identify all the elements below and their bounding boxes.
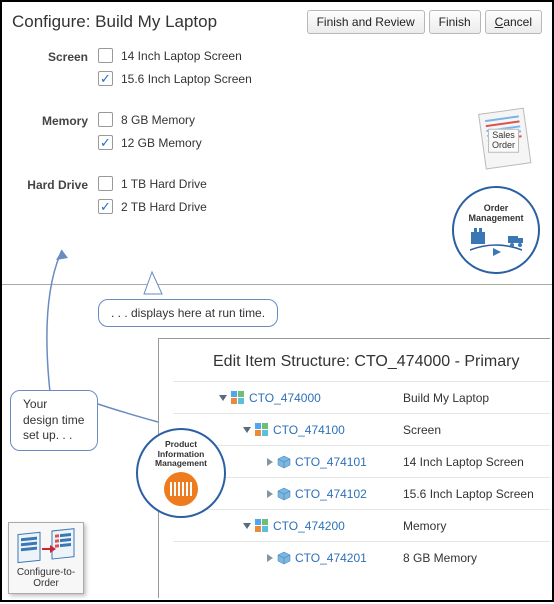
item-link[interactable]: CTO_474201 [295, 551, 367, 565]
item-link[interactable]: CTO_474000 [249, 391, 321, 405]
option-text: 2 TB Hard Drive [121, 200, 207, 214]
cancel-button[interactable]: Cancel [485, 10, 542, 34]
option-group-label: Hard Drive [12, 176, 98, 222]
checkbox[interactable] [98, 48, 113, 63]
tree-row: CTO_474200 Memory [173, 509, 550, 541]
tree-row: CTO_474102 15.6 Inch Laptop Screen [173, 477, 550, 509]
barcode-icon [164, 472, 198, 506]
disclosure-down-icon[interactable] [243, 523, 251, 529]
option-item: 14 Inch Laptop Screen [98, 48, 542, 63]
configure-header: Configure: Build My Laptop Finish and Re… [12, 10, 542, 34]
edit-title: Edit Item Structure: CTO_474000 - Primar… [213, 353, 550, 371]
action-buttons: Finish and Review Finish Cancel [307, 10, 542, 34]
checkbox[interactable]: ✓ [98, 71, 113, 86]
option-group-label: Memory [12, 112, 98, 158]
option-text: 12 GB Memory [121, 136, 202, 150]
order-management-badge: OrderManagement [452, 186, 540, 274]
option-group-memory: Memory 8 GB Memory ✓ 12 GB Memory [12, 112, 542, 158]
item-description: 15.6 Inch Laptop Screen [403, 487, 534, 501]
item-link[interactable]: CTO_474102 [295, 487, 367, 501]
item-description: 8 GB Memory [403, 551, 477, 565]
option-group-screen: Screen 14 Inch Laptop Screen ✓ 15.6 Inch La… [12, 48, 542, 94]
order-management-label: OrderManagement [468, 204, 523, 224]
option-text: 14 Inch Laptop Screen [121, 49, 242, 63]
item-link[interactable]: CTO_474100 [273, 423, 345, 437]
option-item: 8 GB Memory [98, 112, 542, 127]
option-text: 8 GB Memory [121, 113, 195, 127]
option-item: ✓ 15.6 Inch Laptop Screen [98, 71, 542, 86]
item-link[interactable]: CTO_474200 [273, 519, 345, 533]
finish-and-review-button[interactable]: Finish and Review [307, 10, 425, 34]
item-description: Build My Laptop [403, 391, 489, 405]
sales-order-graphic: SalesOrder [478, 107, 540, 174]
checkbox[interactable] [98, 112, 113, 127]
tree-row: CTO_474100 Screen [173, 413, 550, 445]
disclosure-down-icon[interactable] [219, 395, 227, 401]
cto-label: Configure-to-Order [11, 567, 81, 589]
configure-panel: Configure: Build My Laptop Finish and Re… [2, 2, 552, 285]
disclosure-right-icon[interactable] [267, 458, 273, 466]
cto-icon [14, 527, 78, 567]
option-item: ✓ 12 GB Memory [98, 135, 542, 150]
configure-title: Configure: Build My Laptop [12, 12, 217, 32]
tree-row: CTO_474201 8 GB Memory [173, 541, 550, 573]
disclosure-down-icon[interactable] [243, 427, 251, 433]
option-text: 15.6 Inch Laptop Screen [121, 72, 252, 86]
finish-button[interactable]: Finish [429, 10, 481, 34]
option-group-label: Screen [12, 48, 98, 94]
pim-badge: ProductInformationManagement [136, 428, 226, 518]
callout-runtime: . . . displays here at run time. [98, 299, 278, 327]
checkbox[interactable]: ✓ [98, 135, 113, 150]
pim-label: ProductInformationManagement [155, 440, 207, 468]
disclosure-right-icon[interactable] [267, 554, 273, 562]
item-link[interactable]: CTO_474101 [295, 455, 367, 469]
option-text: 1 TB Hard Drive [121, 177, 207, 191]
tree-row: CTO_474101 14 Inch Laptop Screen [173, 445, 550, 477]
checkbox[interactable]: ✓ [98, 199, 113, 214]
tree-row: CTO_474000 Build My Laptop [173, 381, 550, 413]
option-item: 1 TB Hard Drive [98, 176, 542, 191]
sales-order-label: SalesOrder [488, 129, 519, 153]
checkbox[interactable] [98, 176, 113, 191]
configure-to-order-widget: Configure-to-Order [8, 522, 84, 594]
callout-design: Your design time set up. . . [10, 390, 98, 451]
item-description: 14 Inch Laptop Screen [403, 455, 524, 469]
item-description: Memory [403, 519, 446, 533]
item-description: Screen [403, 423, 441, 437]
disclosure-right-icon[interactable] [267, 490, 273, 498]
order-management-icon [468, 226, 524, 256]
